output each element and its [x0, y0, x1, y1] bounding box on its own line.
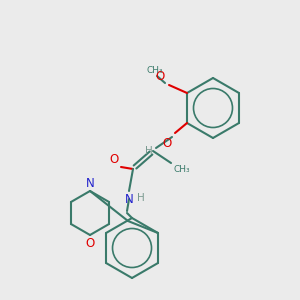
Text: O: O	[110, 153, 119, 166]
Text: O: O	[156, 70, 165, 83]
Text: O: O	[163, 137, 172, 150]
Text: CH₃: CH₃	[173, 165, 190, 174]
Text: N: N	[124, 193, 134, 206]
Text: O: O	[85, 237, 94, 250]
Text: N: N	[85, 177, 94, 190]
Text: H: H	[145, 146, 153, 156]
Text: H: H	[137, 193, 145, 203]
Text: CH₃: CH₃	[147, 66, 163, 75]
